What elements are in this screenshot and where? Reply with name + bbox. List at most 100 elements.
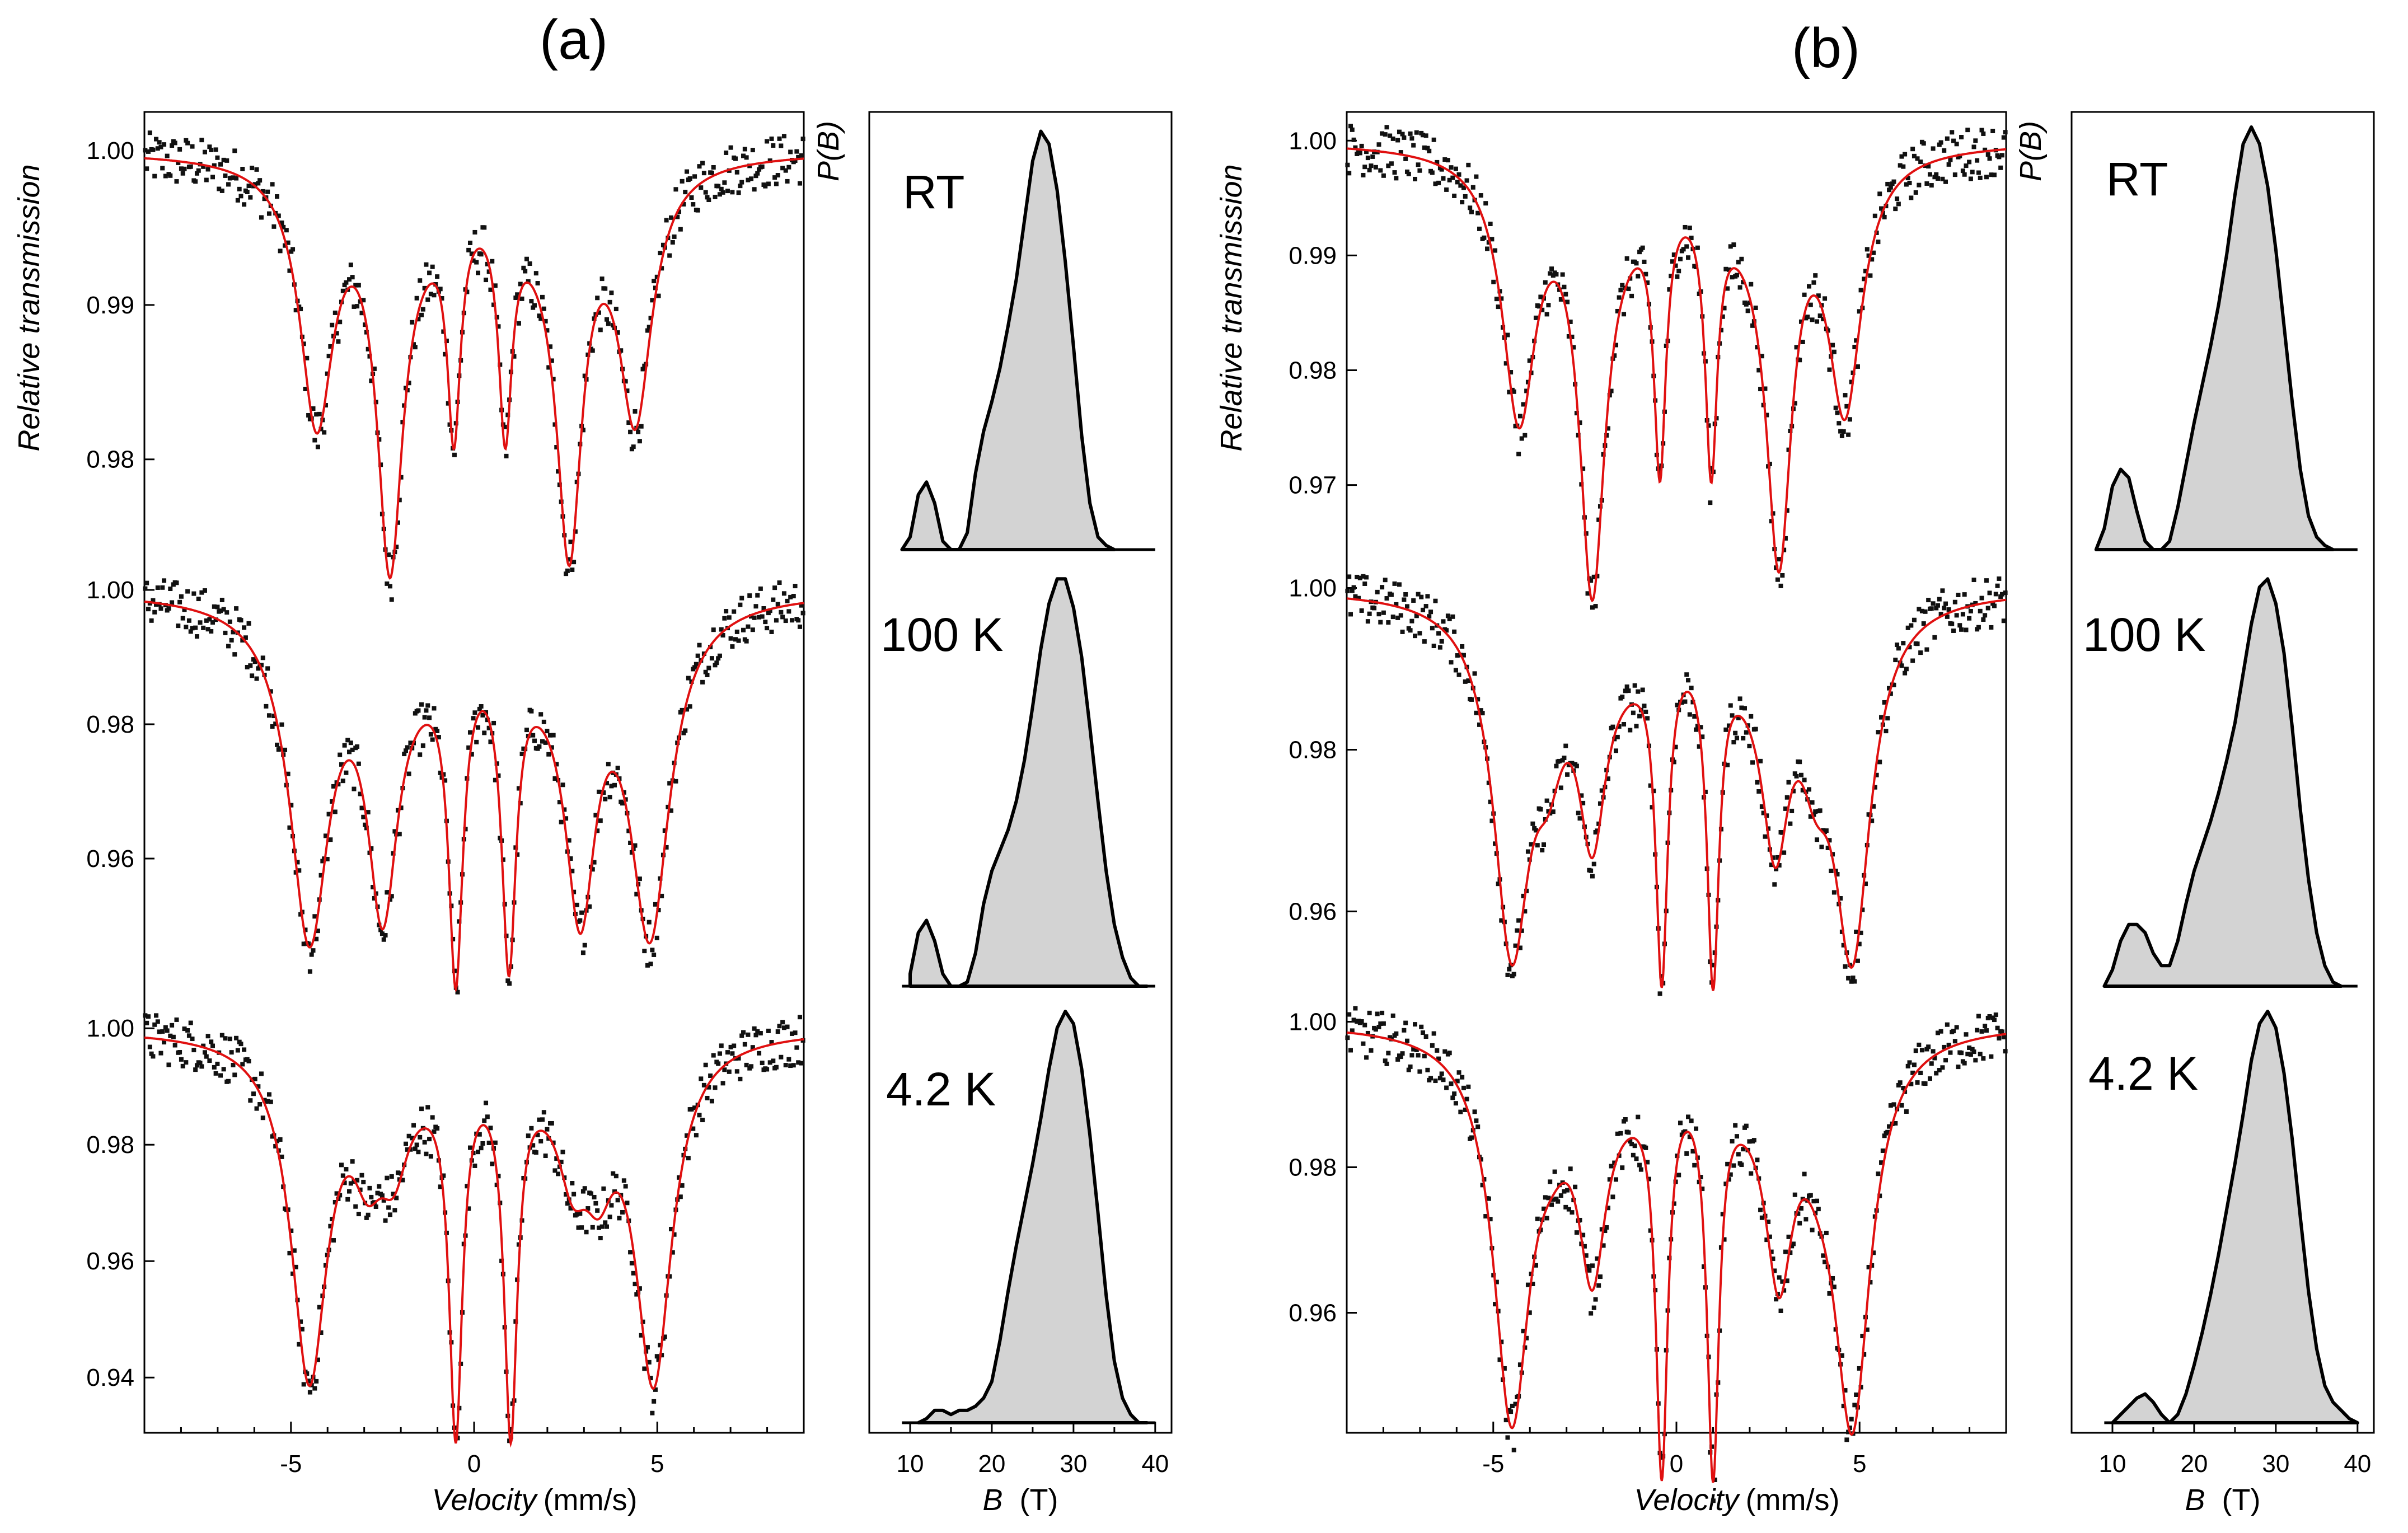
data-point-b-0-254 xyxy=(1744,302,1749,307)
data-point-b-2-245 xyxy=(1730,1139,1735,1144)
data-point-a-1-283 xyxy=(587,904,592,909)
data-point-a-1-7 xyxy=(154,602,159,607)
data-point-b-0-57 xyxy=(1435,160,1440,165)
data-point-a-1-403 xyxy=(775,602,780,607)
data-point-b-0-365 xyxy=(1918,160,1923,165)
data-point-b-1-133 xyxy=(1554,763,1559,768)
data-point-a-1-199 xyxy=(455,990,460,995)
data-point-b-0-385 xyxy=(1950,130,1955,135)
data-point-b-1-325 xyxy=(1855,958,1860,963)
data-point-b-0-370 xyxy=(1926,164,1931,169)
xlabel-b-a: B (T) xyxy=(983,1483,1058,1517)
data-point-b-2-18 xyxy=(1373,1027,1378,1032)
data-point-a-0-104 xyxy=(306,412,311,418)
data-point-b-0-324 xyxy=(1854,338,1859,343)
data-point-a-1-389 xyxy=(753,604,758,609)
data-point-a-0-377 xyxy=(734,170,739,175)
data-point-b-2-65 xyxy=(1447,1051,1452,1056)
data-point-a-0-387 xyxy=(750,148,755,153)
data-point-b-1-365 xyxy=(1918,650,1923,655)
data-point-b-2-180 xyxy=(1628,1139,1633,1144)
data-point-a-1-30 xyxy=(190,626,195,631)
data-point-b-2-67 xyxy=(1450,1095,1455,1100)
data-point-a-0-118 xyxy=(328,344,333,349)
data-point-b-1-415 xyxy=(1997,576,2002,581)
data-point-a-2-50 xyxy=(221,1067,226,1072)
data-point-b-0-243 xyxy=(1726,267,1731,272)
data-point-a-1-391 xyxy=(757,615,762,620)
data-point-a-0-87 xyxy=(279,220,284,225)
data-point-b-2-161 xyxy=(1597,1274,1603,1279)
data-point-b-1-307 xyxy=(1827,838,1832,843)
data-point-b-0-416 xyxy=(1998,165,2003,170)
data-point-b-2-106 xyxy=(1511,1447,1516,1452)
data-point-a-2-345 xyxy=(685,1133,690,1138)
data-point-b-1-366 xyxy=(1919,608,1924,613)
data-point-a-2-120 xyxy=(331,1238,336,1243)
data-point-b-1-413 xyxy=(1993,592,1998,597)
data-point-b-0-173 xyxy=(1617,295,1622,300)
data-point-a-2-48 xyxy=(218,1073,223,1078)
data-point-b-1-337 xyxy=(1874,772,1879,777)
data-point-b-1-5 xyxy=(1353,594,1358,599)
data-point-b-1-323 xyxy=(1852,979,1857,984)
data-point-a-0-180 xyxy=(425,297,430,302)
data-point-b-0-320 xyxy=(1847,417,1852,422)
data-point-b-0-72 xyxy=(1458,183,1463,188)
data-point-b-2-51 xyxy=(1425,1067,1430,1072)
data-point-b-2-334 xyxy=(1870,1263,1875,1268)
data-point-b-2-368 xyxy=(1923,1081,1928,1086)
data-point-a-0-235 xyxy=(512,354,517,359)
data-point-a-1-402 xyxy=(774,618,779,623)
data-point-a-1-347 xyxy=(687,704,692,709)
data-point-b-2-31 xyxy=(1394,1031,1399,1036)
data-point-b-1-310 xyxy=(1831,890,1837,895)
data-point-a-0-121 xyxy=(332,310,338,315)
data-point-b-1-275 xyxy=(1777,863,1782,868)
data-point-b-0-318 xyxy=(1844,404,1849,409)
data-point-a-1-115 xyxy=(323,833,328,838)
data-point-b-0-144 xyxy=(1571,345,1576,350)
data-point-b-1-361 xyxy=(1912,617,1917,622)
data-point-b-2-239 xyxy=(1720,1212,1725,1217)
data-point-b-2-47 xyxy=(1419,1024,1424,1029)
data-point-a-2-216 xyxy=(482,1118,487,1123)
data-point-a-1-212 xyxy=(476,725,481,730)
data-point-a-0-74 xyxy=(259,215,264,220)
data-point-a-1-343 xyxy=(681,730,686,735)
data-point-b-1-270 xyxy=(1769,862,1774,868)
data-point-a-0-163 xyxy=(399,475,404,480)
data-point-a-0-188 xyxy=(438,287,443,292)
data-point-b-1-59 xyxy=(1437,645,1442,650)
data-point-b-2-319 xyxy=(1846,1429,1851,1434)
data-point-a-2-223 xyxy=(493,1140,498,1145)
data-point-b-1-319 xyxy=(1846,976,1851,981)
data-point-b-2-354 xyxy=(1901,1085,1906,1090)
data-point-a-0-130 xyxy=(347,277,352,282)
data-point-a-1-261 xyxy=(552,776,558,781)
data-point-b-1-146 xyxy=(1574,763,1579,768)
data-point-b-0-335 xyxy=(1871,250,1876,255)
data-point-b-0-297 xyxy=(1811,280,1816,285)
data-point-a-1-70 xyxy=(252,659,257,664)
data-point-a-1-68 xyxy=(250,673,255,678)
data-point-a-0-367 xyxy=(719,186,724,191)
data-point-a-0-357 xyxy=(703,190,708,195)
data-point-a-0-327 xyxy=(656,293,661,298)
data-point-a-2-256 xyxy=(545,1127,550,1132)
data-point-a-1-419 xyxy=(800,611,805,616)
data-point-b-0-333 xyxy=(1868,273,1873,278)
data-point-a-2-321 xyxy=(646,1359,652,1365)
data-point-a-0-63 xyxy=(242,202,247,207)
data-point-a-0-68 xyxy=(250,166,255,171)
data-point-a-2-329 xyxy=(659,1353,664,1358)
data-point-b-2-71 xyxy=(1456,1070,1461,1075)
data-point-a-0-361 xyxy=(709,170,714,175)
data-point-a-1-327 xyxy=(656,908,661,913)
data-point-a-2-210 xyxy=(472,1163,477,1168)
data-point-b-2-409 xyxy=(1987,1014,1992,1019)
data-point-a-0-348 xyxy=(689,195,694,200)
data-point-b-0-70 xyxy=(1455,180,1460,185)
data-point-b-2-317 xyxy=(1843,1388,1848,1393)
data-point-b-2-242 xyxy=(1725,1161,1730,1166)
